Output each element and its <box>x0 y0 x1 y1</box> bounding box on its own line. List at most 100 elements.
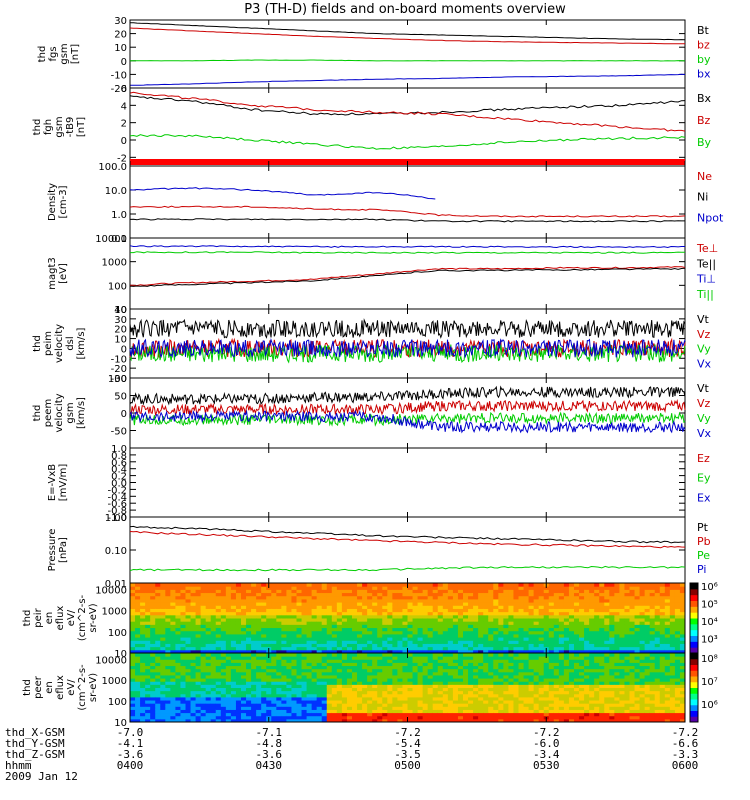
spectrogram-cell <box>639 589 646 594</box>
spectrogram-cell <box>422 718 429 723</box>
spectrogram-cell <box>246 614 252 619</box>
spectrogram-cell <box>649 608 656 613</box>
spectrogram-cell <box>639 624 646 629</box>
spectrogram-cell <box>584 674 590 679</box>
spectrogram-cell <box>649 690 656 695</box>
spectrogram-cell <box>155 662 161 667</box>
spectrogram-cell <box>427 653 434 657</box>
spectrogram-cell <box>241 662 247 667</box>
spectrogram-cell <box>220 681 227 685</box>
spectrogram-cell <box>493 662 499 667</box>
spectrogram-cell <box>563 659 570 663</box>
spectrogram-cell <box>463 608 469 613</box>
spectrogram-cell <box>402 684 408 688</box>
spectrogram-cell <box>498 709 504 714</box>
spectrogram-cell <box>452 627 459 632</box>
spectrogram-cell <box>331 678 338 682</box>
spectrogram-cell <box>165 627 171 632</box>
series-line-by <box>129 134 686 150</box>
y-axis-label: en <box>44 681 55 694</box>
spectrogram-cell <box>291 703 297 707</box>
spectrogram-cell <box>205 687 212 692</box>
spectrogram-cell <box>135 627 141 632</box>
spectrogram-cell <box>584 602 590 606</box>
spectrogram-cell <box>457 589 464 594</box>
spectrogram-cell <box>493 646 499 651</box>
spectrogram-cell <box>493 684 499 688</box>
spectrogram-cell <box>563 684 570 688</box>
spectrogram-cell <box>493 665 499 670</box>
spectrogram-cell <box>513 630 519 635</box>
spectrogram-cell <box>336 586 343 590</box>
spectrogram-cell <box>412 696 419 701</box>
spectrogram-cell <box>286 712 292 717</box>
spectrogram-cell <box>160 649 166 654</box>
spectrogram-cell <box>160 668 166 673</box>
spectrogram-cell <box>367 643 373 648</box>
spectrogram-cell <box>568 640 575 644</box>
spectrogram-cell <box>362 709 368 714</box>
spectrogram-cell <box>180 583 186 587</box>
spectrogram-cell <box>609 712 615 717</box>
spectrogram-cell <box>543 700 550 704</box>
spectrogram-cell <box>659 611 666 616</box>
spectrogram-cell <box>276 630 282 635</box>
spectrogram-cell <box>135 656 141 660</box>
spectrogram-cell <box>180 662 186 667</box>
spectrogram-cell <box>533 700 540 704</box>
spectrogram-cell <box>220 706 227 710</box>
spectrogram-cell <box>316 684 323 688</box>
legend-vy: Vy <box>697 343 711 356</box>
spectrogram-cell <box>523 662 530 667</box>
spectrogram-cell <box>210 684 217 688</box>
spectrogram-cell <box>326 605 333 609</box>
spectrogram-cell <box>523 696 530 701</box>
spectrogram-cell <box>523 674 530 679</box>
spectrogram-cell <box>306 649 313 654</box>
spectrogram-cell <box>589 583 595 587</box>
spectrogram-cell <box>352 614 358 619</box>
spectrogram-cell <box>649 668 656 673</box>
spectrogram-cell <box>644 592 651 597</box>
spectrogram-cell <box>266 627 272 632</box>
spectrogram-cell <box>397 592 403 597</box>
spectrogram-cell <box>321 586 328 590</box>
spectrogram-cell <box>604 690 610 695</box>
spectrogram-cell <box>341 712 348 717</box>
spectrogram-cell <box>558 643 565 648</box>
spectrogram-cell <box>220 595 227 600</box>
spectrogram-cell <box>523 643 530 648</box>
spectrogram-cell <box>508 684 514 688</box>
spectrogram-cell <box>336 674 343 679</box>
spectrogram-cell <box>357 662 363 667</box>
spectrogram-cell <box>609 709 615 714</box>
spectrogram-cell <box>624 671 630 676</box>
spectrogram-cell <box>589 633 595 638</box>
spectrogram-cell <box>321 671 328 676</box>
spectrogram-cell <box>306 665 313 670</box>
spectrogram-cell <box>548 646 555 651</box>
spectrogram-cell <box>442 696 449 701</box>
spectrogram-cell <box>558 605 565 609</box>
spectrogram-cell <box>185 627 192 632</box>
spectrogram-cell <box>619 640 625 644</box>
spectrogram-cell <box>513 637 519 641</box>
spectrogram-cell <box>200 608 207 613</box>
spectrogram-cell <box>180 693 186 698</box>
spectrogram-cell <box>276 592 282 597</box>
spectrogram-cell <box>286 665 292 670</box>
spectrogram-cell <box>649 706 656 710</box>
spectrogram-cell <box>220 696 227 701</box>
spectrogram-cell <box>316 687 323 692</box>
spectrogram-cell <box>538 614 545 619</box>
spectrogram-cell <box>427 674 434 679</box>
spectrogram-cell <box>175 589 181 594</box>
y-tick-label: 30 <box>114 16 127 27</box>
spectrogram-cell <box>311 595 318 600</box>
panel-frame <box>129 516 686 584</box>
series-line-vx <box>129 337 686 359</box>
spectrogram-cell <box>210 602 217 606</box>
spectrogram-cell <box>493 687 499 692</box>
spectrogram-cell <box>382 693 388 698</box>
spectrogram-cell <box>331 595 338 600</box>
